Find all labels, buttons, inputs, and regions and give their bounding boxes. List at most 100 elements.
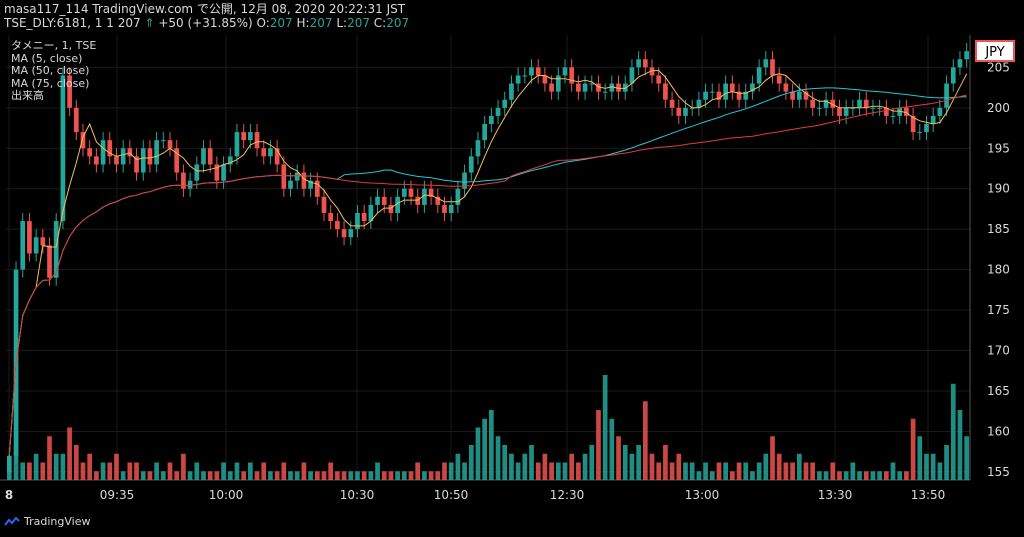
- candle-body: [950, 67, 956, 84]
- volume-bar: [736, 462, 742, 480]
- currency-badge[interactable]: JPY: [975, 40, 1015, 62]
- volume-bar: [73, 445, 79, 480]
- candle-body: [515, 75, 521, 84]
- volume-bar: [134, 462, 139, 480]
- volume-bar: [529, 445, 534, 480]
- volume-bar: [207, 471, 213, 480]
- candle-body: [502, 99, 508, 108]
- candle-body: [207, 148, 213, 165]
- candle-body: [549, 83, 554, 92]
- candle-body: [904, 107, 909, 116]
- volume-bar: [596, 410, 601, 480]
- candle-body: [817, 107, 822, 109]
- legend-ma75[interactable]: MA (75, close): [11, 76, 90, 90]
- volume-bar: [750, 471, 755, 480]
- candle-body: [522, 75, 528, 77]
- volume-bar: [495, 436, 501, 480]
- candle-body: [689, 107, 695, 109]
- open-value: 207: [269, 16, 293, 30]
- legend-ma50[interactable]: MA (50, close): [11, 64, 90, 77]
- candle-body: [790, 91, 795, 100]
- candle-body: [187, 180, 193, 189]
- ma50-line: [8, 87, 967, 456]
- candle-body: [810, 99, 816, 108]
- volume-bar: [53, 453, 59, 480]
- candle-body: [261, 148, 267, 157]
- candle-body: [33, 237, 39, 254]
- candle-body: [147, 148, 153, 165]
- candle-body: [348, 229, 354, 238]
- volume-bar: [401, 471, 407, 480]
- volume-bar: [689, 462, 695, 480]
- legend-ma5[interactable]: MA (5, close): [11, 51, 83, 65]
- volume-bar: [375, 462, 380, 480]
- volume-bar: [428, 471, 434, 480]
- volume-bar: [509, 453, 514, 480]
- volume-bar: [636, 445, 641, 480]
- candle-body: [194, 164, 200, 181]
- volume-bar: [489, 410, 494, 480]
- volume-bar: [368, 471, 374, 480]
- volume-bar: [817, 471, 822, 480]
- candle-body: [355, 213, 360, 230]
- close-label: C:: [373, 16, 387, 30]
- candle-body: [683, 107, 688, 116]
- candle-body: [964, 51, 969, 60]
- candle-body: [274, 148, 280, 165]
- candle-body: [850, 107, 856, 109]
- high-value: 207: [309, 16, 333, 30]
- candle-body: [368, 204, 374, 222]
- candle-body: [696, 99, 702, 108]
- candle-body: [134, 156, 139, 173]
- candle-body: [703, 91, 708, 100]
- volume-bar: [194, 462, 200, 480]
- volume-bar: [602, 375, 608, 480]
- volume-bar: [147, 471, 153, 480]
- volume-bar: [535, 462, 541, 480]
- y-tick-label: 200: [987, 101, 1010, 115]
- up-arrow-icon: ⇑: [144, 16, 155, 30]
- candle-body: [636, 59, 641, 68]
- volume-bar: [770, 436, 775, 480]
- volume-bar: [422, 471, 427, 480]
- candle-body: [73, 107, 79, 133]
- candle-body: [656, 75, 662, 84]
- y-tick-label: 165: [987, 384, 1010, 398]
- volume-bar: [502, 445, 508, 480]
- volume-bar: [468, 445, 474, 480]
- volume-bar: [33, 453, 39, 480]
- candle-body: [589, 83, 595, 85]
- candle-body: [227, 156, 233, 165]
- candle-body: [562, 67, 568, 76]
- x-tick-label: 13:00: [685, 488, 720, 502]
- x-tick-label: 13:50: [911, 488, 946, 502]
- volume-bar: [883, 471, 889, 480]
- header-title: masa117_114 TradingView.com で公開, 12月 08,…: [4, 2, 406, 16]
- candle-body: [167, 140, 173, 149]
- candle-body: [783, 83, 789, 92]
- candle-body: [870, 107, 876, 109]
- volume-bar: [716, 462, 722, 480]
- x-tick-label: 12:30: [550, 488, 585, 502]
- volume-bar: [288, 471, 293, 480]
- volume-bar: [321, 471, 327, 480]
- candle-body: [509, 83, 514, 100]
- y-tick-label: 190: [987, 182, 1010, 196]
- volume-bar: [950, 383, 956, 480]
- volume-bar: [576, 462, 581, 480]
- legend-symbol[interactable]: タメニー, 1, TSE: [11, 39, 97, 52]
- candle-body: [428, 188, 434, 197]
- candle-body: [422, 188, 427, 205]
- x-tick-label: 09:35: [100, 488, 135, 502]
- low-value: 207: [347, 16, 370, 30]
- volume-bar: [562, 462, 568, 480]
- candle-body: [107, 140, 113, 157]
- volume-bar: [80, 462, 86, 480]
- candle-body: [248, 132, 253, 141]
- candle-body: [301, 172, 307, 189]
- volume-bar: [863, 471, 869, 480]
- legend-volume[interactable]: 出来高: [11, 89, 44, 102]
- candle-body: [80, 132, 86, 149]
- ma75-line: [8, 94, 967, 456]
